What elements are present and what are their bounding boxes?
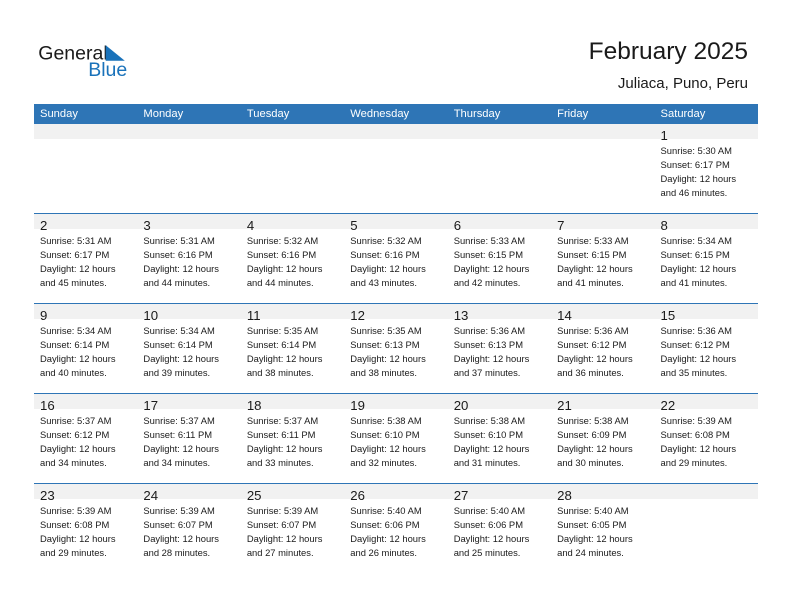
svg-text:Blue: Blue (88, 59, 127, 81)
